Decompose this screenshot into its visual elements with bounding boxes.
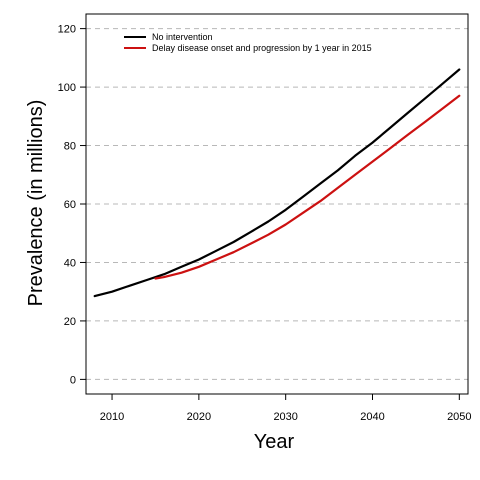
- x-tick-label-2030: 2030: [273, 411, 297, 423]
- series-lines: [93, 68, 461, 298]
- series-line-1: [93, 68, 461, 298]
- x-tick-label-2020: 2020: [187, 411, 211, 423]
- x-tick-label-2010: 2010: [100, 411, 124, 423]
- y-tick-label-80: 80: [64, 141, 76, 153]
- x-tick-label-2050: 2050: [447, 411, 471, 423]
- y-tick-label-100: 100: [58, 82, 76, 94]
- y-axis-title: Prevalence (in millions): [25, 100, 47, 307]
- x-tick-label-2040: 2040: [360, 411, 384, 423]
- grid-lines: [86, 28, 468, 380]
- y-tick-label-120: 120: [58, 24, 76, 36]
- x-axis-title: Year: [254, 431, 295, 453]
- y-axis-ticks: 0 20 40 60 80 100 120: [58, 24, 86, 386]
- legend-label-1: No intervention: [152, 32, 213, 42]
- legend-label-2: Delay disease onset and progression by 1…: [152, 43, 372, 53]
- y-tick-label-60: 60: [64, 199, 76, 211]
- y-tick-label-20: 20: [64, 316, 76, 328]
- y-tick-label-0: 0: [70, 374, 76, 386]
- y-tick-label-40: 40: [64, 257, 76, 269]
- x-axis-ticks: 2010 2020 2030 2040 2050: [100, 394, 472, 423]
- series-line-2: [154, 94, 461, 280]
